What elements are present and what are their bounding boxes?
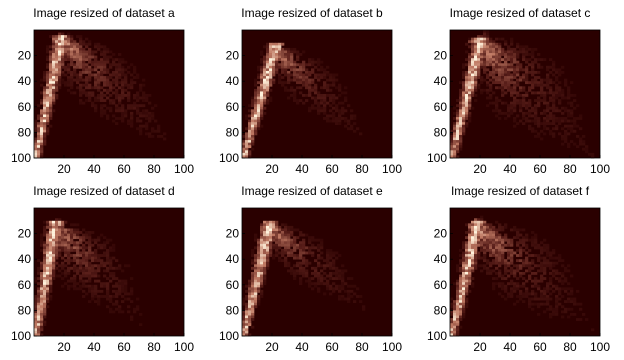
heatmap-cells (242, 220, 366, 337)
x-tick-label: 60 (325, 340, 339, 354)
heatmap-plot: 20 40 60 80 100 20 40 60 80 100 (427, 29, 610, 176)
axes-frame (33, 29, 185, 159)
y-tick-label: 100 (219, 329, 239, 343)
panel-title: Image resized of dataset f (450, 184, 590, 198)
y-tick-label: 60 (226, 100, 240, 114)
y-tick-label: 20 (434, 227, 448, 241)
x-tick-label: 40 (295, 162, 309, 176)
x-tick-label: 60 (325, 162, 339, 176)
x-tick-label: 80 (355, 340, 369, 354)
panel-title: Image resized of dataset d (33, 184, 175, 198)
y-tick-label: 40 (226, 74, 240, 88)
x-tick-label: 80 (563, 340, 577, 354)
heatmap-plot: 20 40 60 80 100 20 40 60 80 100 (219, 207, 402, 354)
y-tick-label: 100 (11, 151, 31, 165)
y-tick-label: 100 (11, 329, 31, 343)
x-tick-label: 20 (57, 340, 71, 354)
x-tick-label: 100 (382, 162, 402, 176)
x-tick-label: 100 (590, 340, 610, 354)
y-tick-label: 20 (226, 227, 240, 241)
y-tick-label: 100 (427, 329, 447, 343)
y-tick-label: 40 (226, 252, 240, 266)
x-tick-label: 20 (57, 162, 71, 176)
y-tick-label: 80 (226, 125, 240, 139)
heatmap-plot: 20 40 60 80 100 20 40 60 80 100 (11, 207, 194, 354)
panel-f: Image resized of dataset f 20 40 60 80 100 20… (416, 178, 624, 356)
x-tick-label: 40 (503, 340, 517, 354)
panel-e: Image resized of dataset e 20 40 60 80 100 20… (208, 178, 416, 356)
x-tick-label: 60 (117, 162, 131, 176)
x-tick-label: 40 (503, 162, 517, 176)
y-tick-label: 20 (18, 49, 32, 63)
axes-frame (449, 29, 601, 159)
x-tick-label: 60 (533, 162, 547, 176)
panel-title: Image resized of dataset e (241, 184, 383, 198)
heatmap-cells (242, 42, 363, 159)
y-tick-label: 80 (434, 125, 448, 139)
heatmap-cells (34, 32, 167, 159)
y-tick-label: 80 (226, 303, 240, 317)
panel-d: Image resized of dataset d 20 40 60 80 100 20… (0, 178, 208, 356)
axes-frame (449, 207, 601, 337)
y-tick-label: 100 (427, 151, 447, 165)
y-tick-label: 20 (18, 227, 32, 241)
y-tick-label: 80 (18, 303, 32, 317)
y-tick-label: 40 (434, 74, 448, 88)
heatmap-plot: 20 40 60 80 100 20 40 60 80 100 (219, 29, 402, 176)
y-tick-label: 60 (434, 100, 448, 114)
x-tick-label: 60 (533, 340, 547, 354)
axes-frame (241, 207, 393, 337)
x-tick-label: 80 (355, 162, 369, 176)
panel-c: Image resized of dataset c 20 40 60 80 100 20… (416, 0, 624, 178)
x-tick-label: 20 (473, 162, 487, 176)
x-tick-label: 20 (265, 162, 279, 176)
heatmap-plot: 20 40 60 80 100 20 40 60 80 100 (427, 207, 610, 354)
y-tick-label: 60 (434, 278, 448, 292)
x-tick-label: 100 (382, 340, 402, 354)
x-tick-label: 100 (174, 340, 194, 354)
y-tick-label: 80 (434, 303, 448, 317)
x-tick-label: 80 (147, 162, 161, 176)
y-tick-label: 100 (219, 151, 239, 165)
y-tick-label: 80 (18, 125, 32, 139)
heatmap-cells (34, 218, 143, 337)
x-tick-label: 100 (174, 162, 194, 176)
y-tick-label: 60 (226, 278, 240, 292)
panel-a: Image resized of dataset a 20 40 60 80 100 20… (0, 0, 208, 178)
x-tick-label: 80 (147, 340, 161, 354)
x-tick-label: 40 (87, 162, 101, 176)
y-tick-label: 20 (226, 49, 240, 63)
x-tick-label: 20 (473, 340, 487, 354)
y-tick-label: 40 (18, 74, 32, 88)
panel-title: Image resized of dataset b (241, 6, 383, 20)
y-tick-label: 60 (18, 100, 32, 114)
x-tick-label: 40 (295, 340, 309, 354)
axes-frame (33, 207, 185, 337)
heatmap-cells (450, 30, 595, 159)
heatmap-plot: 20 40 60 80 100 20 40 60 80 100 (11, 29, 194, 176)
x-tick-label: 20 (265, 340, 279, 354)
panel-b: Image resized of dataset b 20 40 60 80 100 20… (208, 0, 416, 178)
y-tick-label: 40 (18, 252, 32, 266)
x-tick-label: 60 (117, 340, 131, 354)
x-tick-label: 40 (87, 340, 101, 354)
y-tick-label: 60 (18, 278, 32, 292)
x-tick-label: 100 (590, 162, 610, 176)
y-tick-label: 40 (434, 252, 448, 266)
axes-frame (241, 29, 393, 159)
heatmap-cells (450, 215, 595, 337)
panel-title: Image resized of dataset c (449, 6, 591, 20)
x-tick-label: 80 (563, 162, 577, 176)
y-tick-label: 20 (434, 49, 448, 63)
panel-title: Image resized of dataset a (33, 6, 175, 20)
